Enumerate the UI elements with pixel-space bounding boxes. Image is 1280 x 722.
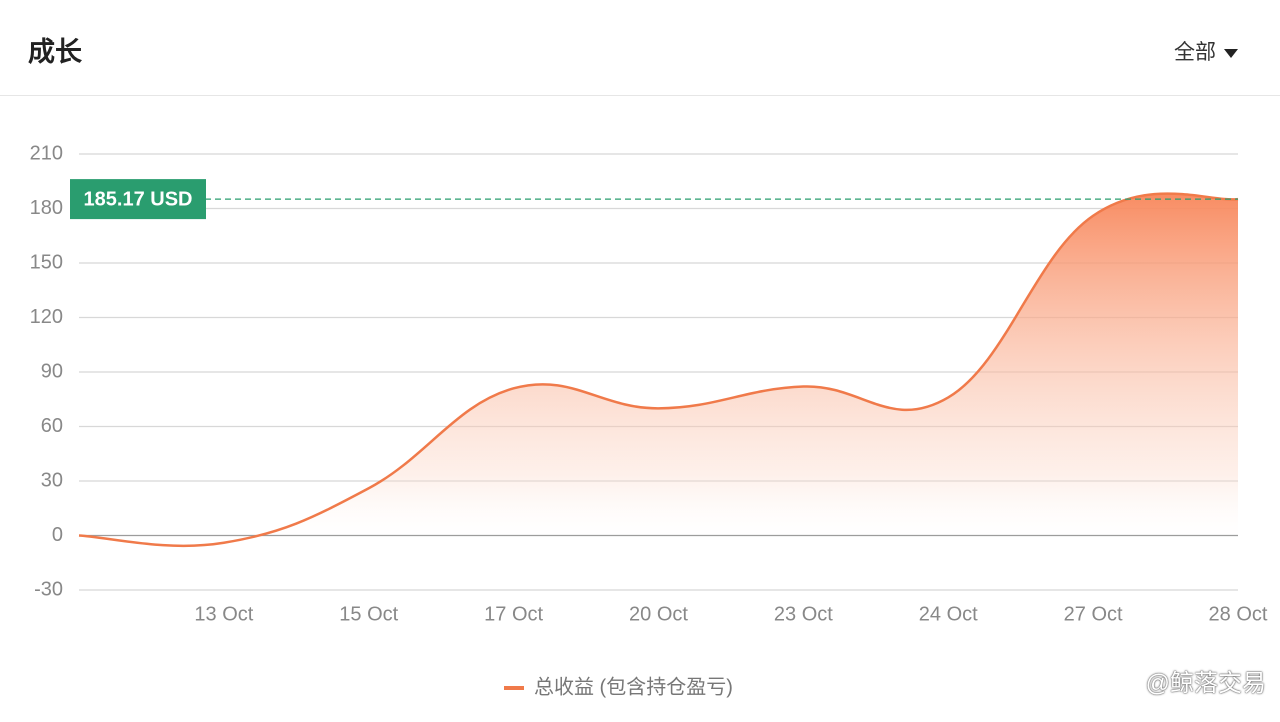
x-tick-label: 28 Oct <box>1209 603 1268 625</box>
y-tick-label: 210 <box>30 142 63 164</box>
x-tick-label: 17 Oct <box>484 603 543 625</box>
y-tick-label: 30 <box>41 469 63 491</box>
x-tick-label: 20 Oct <box>629 603 688 625</box>
x-tick-label: 27 Oct <box>1064 603 1123 625</box>
x-tick-label: 15 Oct <box>339 603 398 625</box>
filter-label[interactable]: 全部 <box>1174 41 1216 64</box>
y-tick-label: 180 <box>30 197 63 219</box>
last-value-label: 185.17 USD <box>84 188 193 210</box>
x-tick-label: 23 Oct <box>774 603 833 625</box>
last-value-badge <box>70 179 206 220</box>
y-tick-label: 150 <box>30 251 63 273</box>
y-tick-label: 120 <box>30 306 63 328</box>
line <box>78 192 1239 548</box>
legend-label: 总收益 (包含持仓盈亏) <box>534 675 733 698</box>
dropdown-arrow[interactable] <box>1224 48 1238 58</box>
x-tick-label: 24 Oct <box>919 603 978 625</box>
header: 成长 全部 <box>0 0 1280 96</box>
filter-dropdown[interactable]: 全部 <box>1174 36 1238 66</box>
x-tick-label: 13 Oct <box>194 603 253 625</box>
area-fill <box>79 193 1238 546</box>
y-tick-label: -30 <box>34 578 63 600</box>
watermark: @鲸落交易 <box>1145 670 1266 697</box>
title: 成长 <box>28 37 82 67</box>
y-tick-label: 60 <box>41 415 63 437</box>
y-tick-label: 0 <box>52 524 63 546</box>
y-tick-label: 90 <box>41 360 63 382</box>
